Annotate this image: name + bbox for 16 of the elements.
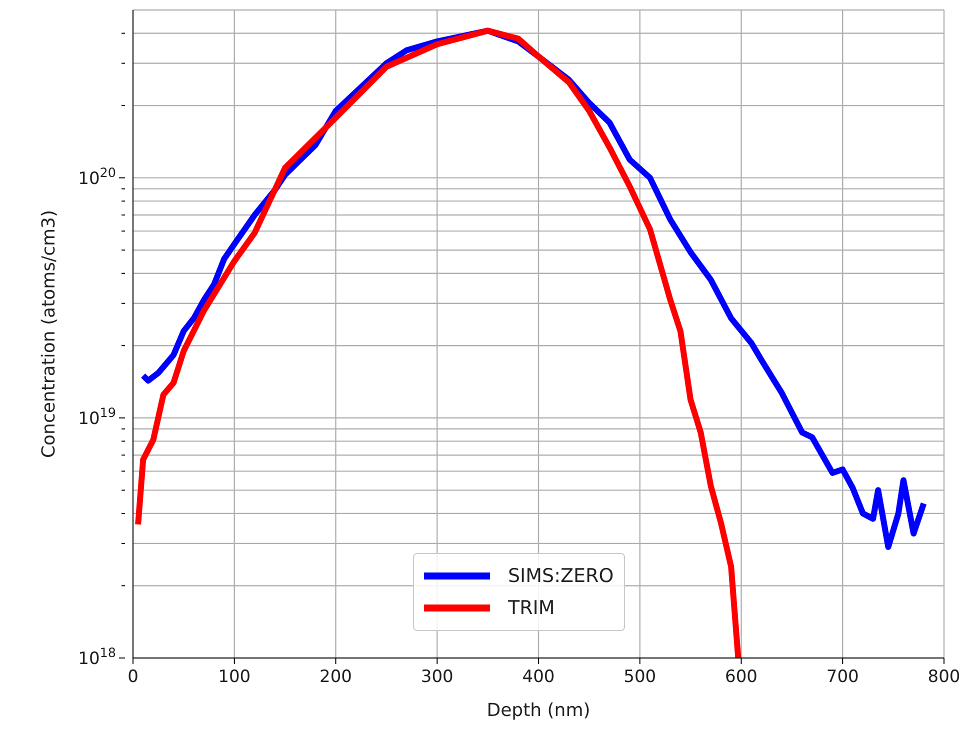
- x-tick-label: 500: [624, 667, 656, 687]
- x-tick-label: 400: [522, 667, 555, 687]
- x-tick-label: 600: [725, 667, 758, 687]
- y-tick-label: 10$^{19}$: [78, 405, 116, 429]
- x-tick-label: 200: [320, 667, 352, 687]
- x-tick-label: 700: [826, 667, 859, 687]
- y-tick-label: 10$^{18}$: [78, 646, 116, 669]
- legend-label: TRIM: [508, 597, 555, 619]
- legend-label: SIMS:ZERO: [508, 565, 614, 587]
- x-tick-label: 800: [928, 667, 960, 687]
- y-axis-title: Concentration (atoms/cm3): [38, 210, 60, 458]
- x-tick-label: 100: [218, 667, 251, 687]
- x-tick-label: 0: [128, 667, 138, 687]
- x-axis-title: Depth (nm): [486, 700, 590, 721]
- x-tick-label: 300: [420, 667, 454, 687]
- y-tick-label: 10$^{20}$: [78, 165, 116, 189]
